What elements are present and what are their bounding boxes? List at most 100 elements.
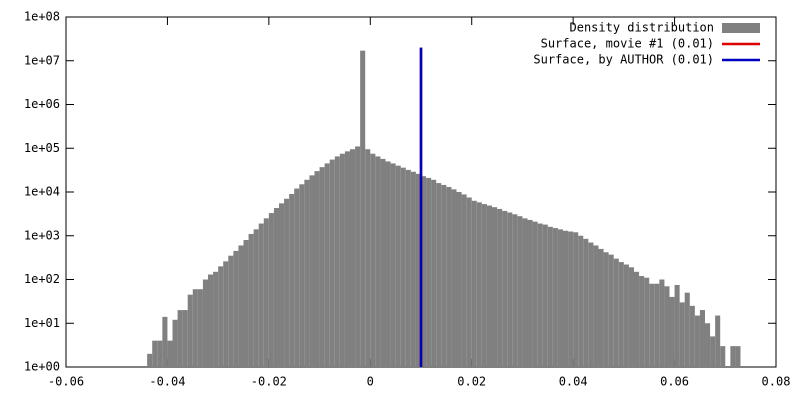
- bar: [593, 245, 599, 367]
- bar: [466, 197, 472, 367]
- bar: [375, 156, 381, 367]
- x-tick-label: 0.04: [559, 375, 588, 389]
- y-tick-label: 1e+02: [24, 272, 60, 286]
- x-tick-label: 0.08: [762, 375, 791, 389]
- bar: [735, 346, 741, 367]
- bar: [279, 203, 285, 367]
- y-tick-label: 1e+06: [24, 97, 60, 111]
- y-tick-label: 1e+00: [24, 360, 60, 374]
- bar: [476, 202, 482, 367]
- bar: [674, 284, 680, 367]
- x-tick-label: 0.02: [457, 375, 486, 389]
- bar: [152, 340, 158, 367]
- bar: [456, 192, 462, 367]
- bar: [634, 271, 640, 367]
- bar: [441, 184, 447, 367]
- bar: [390, 163, 396, 367]
- bar: [446, 187, 452, 367]
- bar: [192, 289, 198, 367]
- bar: [273, 208, 279, 367]
- bar: [659, 279, 665, 367]
- bar: [537, 223, 543, 367]
- bar: [481, 204, 487, 367]
- bar: [618, 262, 624, 367]
- bar: [370, 153, 376, 367]
- bar: [522, 218, 528, 367]
- bar: [213, 271, 219, 367]
- bar: [715, 315, 721, 367]
- bar: [202, 279, 208, 367]
- y-tick-label: 1e+03: [24, 228, 60, 242]
- bar: [223, 261, 229, 367]
- bar: [400, 167, 406, 367]
- bar: [664, 286, 670, 367]
- bar: [568, 231, 574, 367]
- bar: [167, 340, 173, 367]
- bar: [339, 153, 345, 367]
- bar: [319, 167, 325, 367]
- bar: [649, 283, 655, 367]
- bar: [157, 340, 163, 367]
- bar: [172, 319, 178, 367]
- bar: [486, 205, 492, 367]
- bar: [284, 198, 290, 367]
- bar: [436, 183, 442, 367]
- bar: [623, 264, 629, 367]
- legend-swatch: [722, 23, 760, 33]
- bar: [583, 238, 589, 367]
- bar: [720, 346, 726, 367]
- bar: [405, 169, 411, 367]
- bar: [705, 323, 711, 367]
- legend-label: Surface, by AUTHOR (0.01): [533, 53, 714, 67]
- bar: [324, 163, 330, 367]
- bar: [502, 210, 508, 367]
- bar: [517, 216, 523, 367]
- legend-label: Density distribution: [570, 21, 715, 35]
- bar: [415, 173, 421, 367]
- x-tick-label: 0: [367, 375, 374, 389]
- bar: [654, 283, 660, 367]
- bar: [628, 267, 634, 367]
- bar: [710, 336, 716, 367]
- bar: [461, 194, 467, 367]
- bar: [471, 200, 477, 367]
- bar: [573, 232, 579, 367]
- bar: [588, 242, 594, 367]
- bar: [329, 159, 335, 367]
- bar: [431, 179, 437, 367]
- bar: [613, 258, 619, 367]
- bar: [699, 310, 705, 367]
- bar: [177, 310, 183, 367]
- y-tick-label: 1e+05: [24, 141, 60, 155]
- bar: [218, 266, 224, 367]
- bar: [268, 213, 274, 367]
- bar: [492, 207, 498, 367]
- bar: [563, 230, 569, 367]
- bar: [644, 277, 650, 367]
- bar: [679, 302, 685, 367]
- bar: [187, 294, 193, 367]
- legend-label: Surface, movie #1 (0.01): [541, 37, 714, 51]
- bar: [598, 248, 604, 367]
- bar: [451, 189, 457, 367]
- bar: [294, 188, 300, 367]
- y-tick-label: 1e+01: [24, 316, 60, 330]
- bar: [507, 212, 513, 367]
- bar: [512, 214, 518, 367]
- x-tick-label: 0.06: [660, 375, 689, 389]
- bar: [426, 177, 432, 367]
- bar: [608, 254, 614, 367]
- bar: [730, 346, 736, 367]
- bar: [258, 223, 264, 367]
- bar: [197, 289, 203, 367]
- bar: [684, 292, 690, 367]
- bar: [578, 235, 584, 367]
- bar: [532, 221, 538, 367]
- bar: [208, 274, 214, 367]
- bar: [395, 165, 401, 367]
- bar: [263, 218, 269, 367]
- bar: [309, 175, 315, 367]
- bar: [233, 250, 239, 367]
- x-tick-label: -0.06: [48, 375, 84, 389]
